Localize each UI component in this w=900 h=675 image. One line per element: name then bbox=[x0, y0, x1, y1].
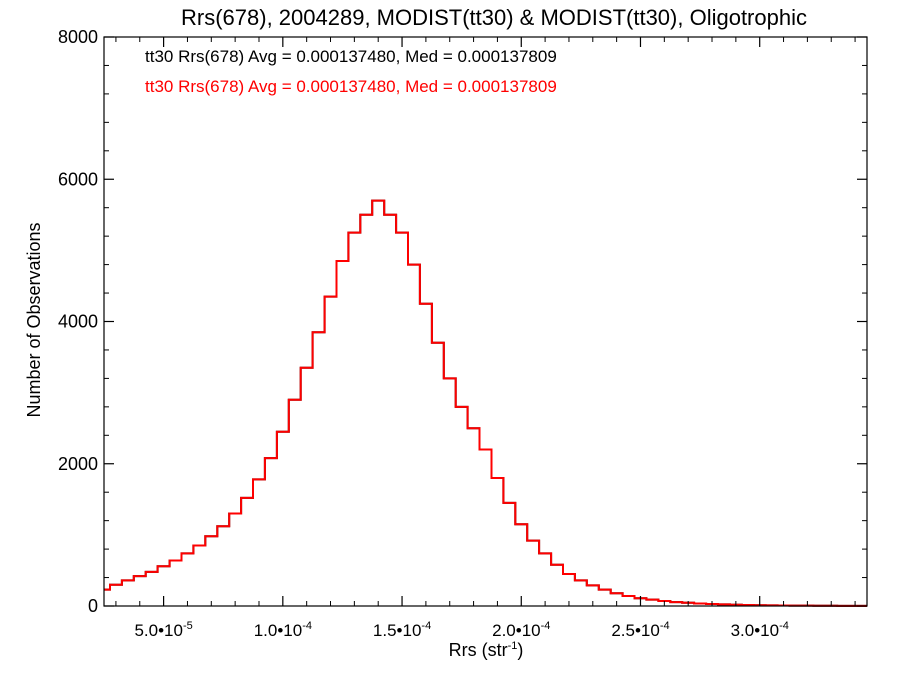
axis-ticks-group: 0 2000 4000 6000 8000 5.0•10-5 1.0•10-4 1.5•10-… bbox=[58, 27, 867, 640]
y-tick-label: 8000 bbox=[58, 27, 98, 47]
x-axis-label: Rrs (str-1) bbox=[449, 640, 524, 660]
chart-title: Rrs(678), 2004289, MODIST(tt30) & MODIST… bbox=[181, 5, 807, 30]
y-tick-label: 2000 bbox=[58, 454, 98, 474]
x-tick-label: 1.5•10-4 bbox=[373, 620, 431, 640]
x-tick-label: 2.0•10-4 bbox=[492, 620, 550, 640]
annotation-red: tt30 Rrs(678) Avg = 0.000137480, Med = 0… bbox=[145, 77, 557, 96]
histogram-series-red bbox=[104, 199, 867, 607]
y-axis-label: Number of Observations bbox=[24, 222, 44, 417]
x-axis-label-main: Rrs (str bbox=[449, 640, 508, 660]
y-tick-label: 6000 bbox=[58, 169, 98, 189]
x-axis-label-exponent: -1 bbox=[508, 640, 518, 652]
y-tick-label: 4000 bbox=[58, 312, 98, 332]
x-axis-label-close: ) bbox=[517, 640, 523, 660]
x-tick-label: 2.5•10-4 bbox=[611, 620, 669, 640]
x-tick-label: 5.0•10-5 bbox=[134, 620, 192, 640]
annotation-black: tt30 Rrs(678) Avg = 0.000137480, Med = 0… bbox=[145, 47, 557, 66]
x-tick-label: 1.0•10-4 bbox=[254, 620, 312, 640]
x-tick-label: 3.0•10-4 bbox=[731, 620, 789, 640]
plot-series-group bbox=[104, 199, 867, 607]
y-tick-label: 0 bbox=[88, 596, 98, 616]
